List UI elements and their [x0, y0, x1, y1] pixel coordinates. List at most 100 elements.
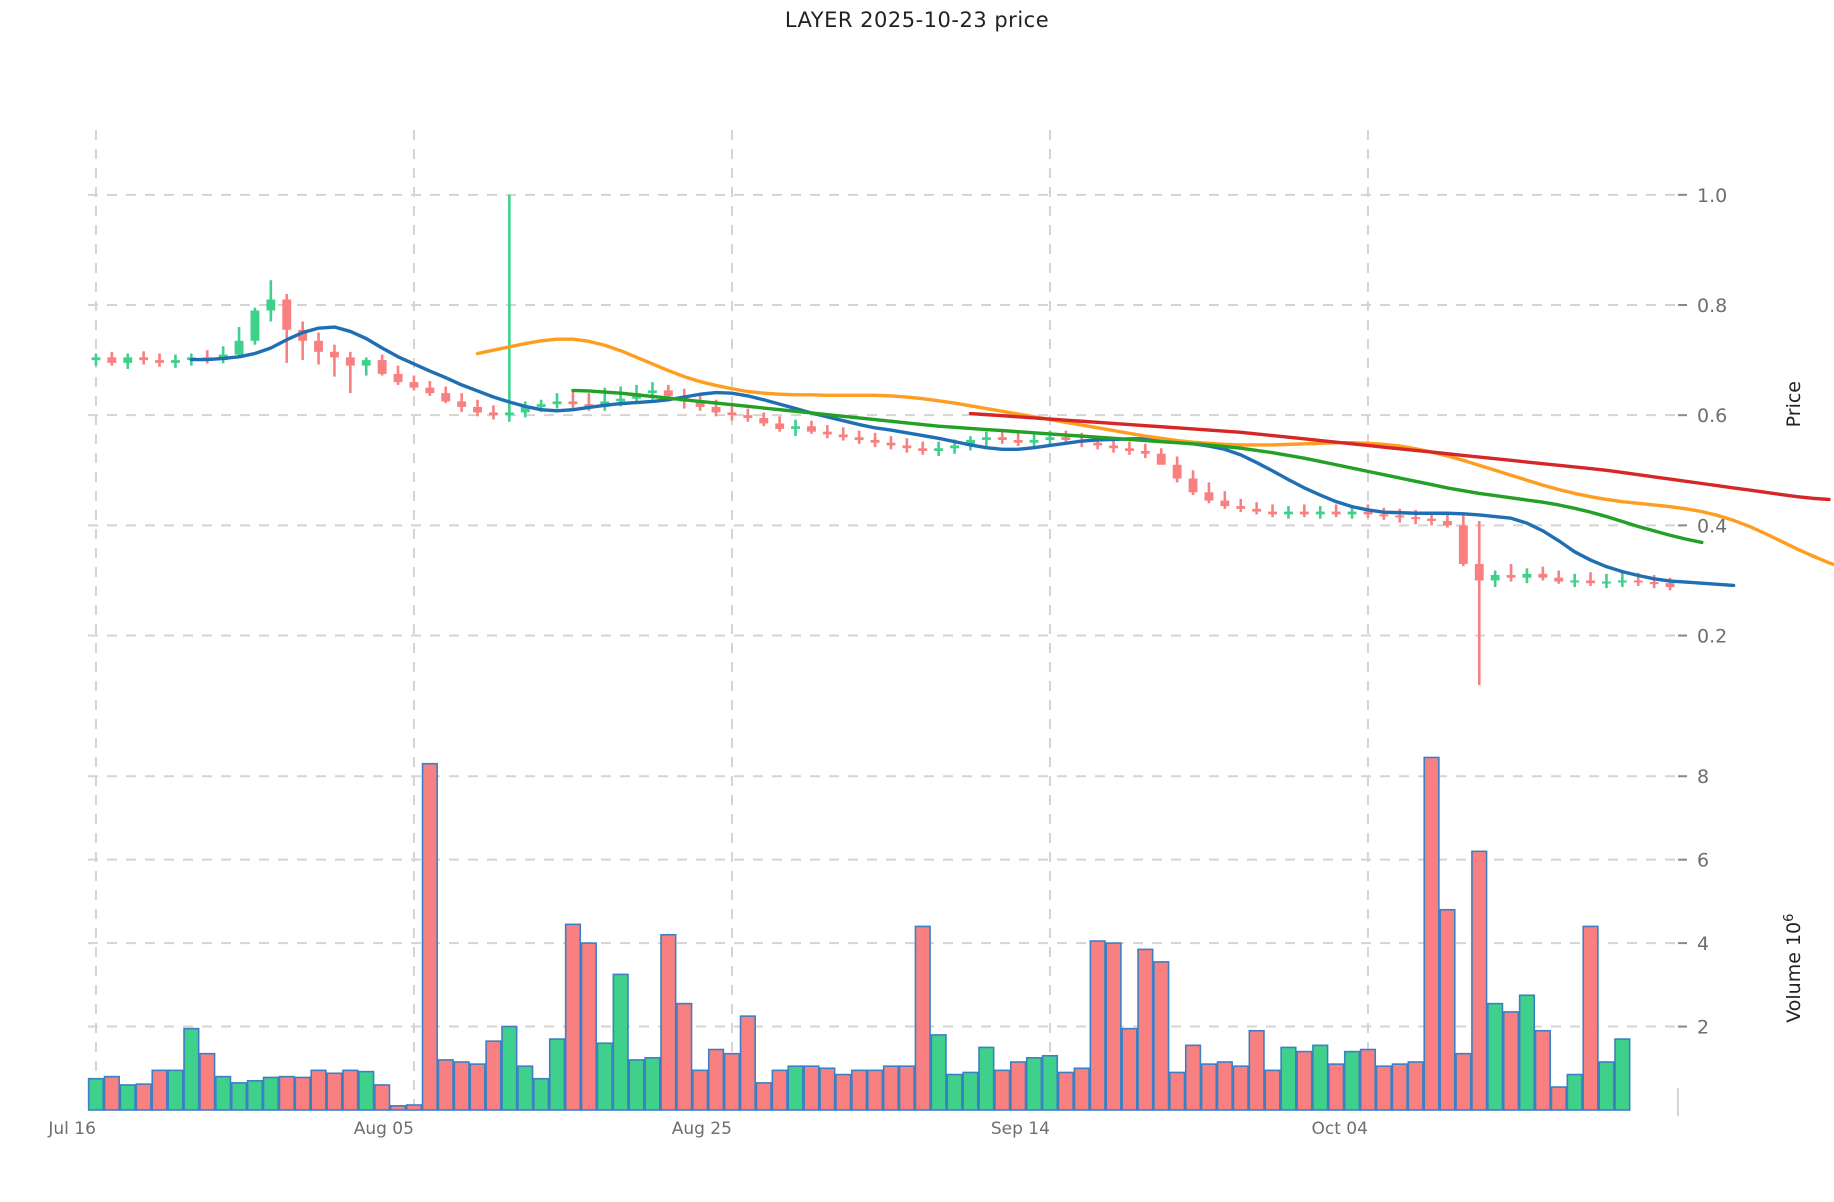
- candle-body: [997, 437, 1007, 440]
- volume-bar: [1073, 1067, 1090, 1111]
- date-tick-label: Aug 25: [672, 1119, 732, 1139]
- candle-body: [377, 360, 387, 374]
- candle-body: [1268, 511, 1278, 515]
- volume-bar: [199, 1052, 216, 1111]
- candle-body: [155, 360, 165, 363]
- candle-body: [1665, 583, 1675, 588]
- volume-bar: [1153, 961, 1170, 1111]
- candle-body: [282, 299, 292, 330]
- candle-body: [695, 401, 705, 407]
- candle-body: [520, 406, 530, 413]
- candle-body: [727, 412, 737, 416]
- candle-body: [775, 423, 785, 429]
- candle-body: [1379, 514, 1389, 517]
- candle-body: [329, 351, 339, 358]
- price-tick-label: 0.2: [1697, 626, 1727, 648]
- volume-bar: [692, 1069, 709, 1111]
- candle-body: [902, 445, 912, 449]
- volume-bar: [1614, 1038, 1631, 1111]
- volume-bar: [723, 1052, 741, 1111]
- candle-body: [1045, 437, 1055, 440]
- candle-body: [1458, 525, 1468, 564]
- volume-bar: [1423, 756, 1440, 1111]
- volume-bar: [135, 1083, 152, 1111]
- candle-body: [838, 434, 848, 438]
- candle-body: [393, 373, 403, 383]
- candle-body: [457, 401, 467, 407]
- candle-body: [647, 390, 657, 394]
- candle-body: [663, 390, 673, 396]
- volume-bar: [1566, 1073, 1583, 1111]
- volume-bar: [755, 1082, 772, 1111]
- volume-bar: [1328, 1063, 1345, 1111]
- volume-bar: [1200, 1063, 1218, 1111]
- volume-tick-label: 8: [1697, 766, 1709, 788]
- candle-body: [568, 401, 578, 405]
- volume-bar: [1248, 1029, 1265, 1111]
- volume-tick-label: 2: [1697, 1017, 1709, 1039]
- volume-bar: [612, 973, 629, 1111]
- volume-bar: [1343, 1050, 1361, 1111]
- volume-bar: [389, 1105, 407, 1111]
- candle-body: [965, 439, 975, 446]
- volume-bar: [1296, 1050, 1313, 1111]
- volume-bar: [739, 1015, 756, 1111]
- volume-bar: [374, 1084, 391, 1111]
- volume-bar: [946, 1073, 963, 1111]
- candle-body: [298, 329, 308, 341]
- volume-bar: [294, 1076, 311, 1111]
- chart-title: LAYER 2025-10-23 price: [784, 8, 1050, 32]
- candle-body: [822, 431, 832, 435]
- candle-body: [1299, 511, 1309, 515]
- candle-body: [425, 387, 435, 394]
- volume-bar: [517, 1065, 534, 1111]
- volume-bar: [103, 1075, 120, 1111]
- volume-bar: [262, 1076, 279, 1111]
- candle-body: [139, 357, 149, 361]
- volume-bar: [1391, 1063, 1408, 1111]
- volume-bar: [580, 942, 597, 1111]
- volume-bar: [1232, 1065, 1249, 1111]
- candle-body: [759, 417, 769, 424]
- candle-body: [1538, 573, 1548, 578]
- volume-bar: [1216, 1061, 1233, 1111]
- volume-bar: [898, 1065, 915, 1111]
- volume-bar: [246, 1079, 264, 1111]
- candle-body: [409, 382, 419, 388]
- candle-body: [91, 357, 101, 361]
- candle-body: [266, 299, 276, 311]
- price-tick-label: 0.6: [1697, 405, 1727, 427]
- moving-average-line-ma7: [189, 325, 1736, 588]
- volume-bar: [326, 1072, 343, 1111]
- candle-body: [1363, 511, 1373, 515]
- volume-bar: [342, 1069, 359, 1111]
- candle-body: [1283, 511, 1293, 515]
- candle-body: [1204, 492, 1214, 501]
- volume-bar: [230, 1082, 248, 1111]
- volume-bar: [183, 1027, 200, 1111]
- candle-body: [1013, 439, 1023, 443]
- candle-body: [1474, 563, 1484, 581]
- candle-body: [234, 340, 244, 355]
- candle-body: [314, 340, 324, 352]
- candle-body: [791, 426, 801, 429]
- volume-bar: [1471, 850, 1488, 1111]
- volume-tick-label: 4: [1697, 933, 1709, 955]
- price-tick-label: 1.0: [1697, 185, 1727, 207]
- candle-body: [1315, 511, 1325, 515]
- candle-body: [1188, 478, 1198, 493]
- candle-body: [123, 357, 133, 363]
- moving-average-line-ma50: [571, 388, 1704, 545]
- price-axis-title: Price: [1783, 381, 1805, 427]
- volume-bar: [151, 1069, 168, 1111]
- candle-body: [711, 406, 721, 413]
- volume-tick-label: 6: [1697, 850, 1709, 872]
- volume-bar: [1121, 1027, 1138, 1111]
- date-tick-label: Jul 16: [47, 1119, 96, 1139]
- volume-bar: [167, 1069, 184, 1111]
- volume-bar: [978, 1046, 995, 1111]
- candle-body: [1093, 442, 1103, 446]
- candle-body: [1220, 500, 1230, 507]
- candle-body: [1506, 574, 1516, 578]
